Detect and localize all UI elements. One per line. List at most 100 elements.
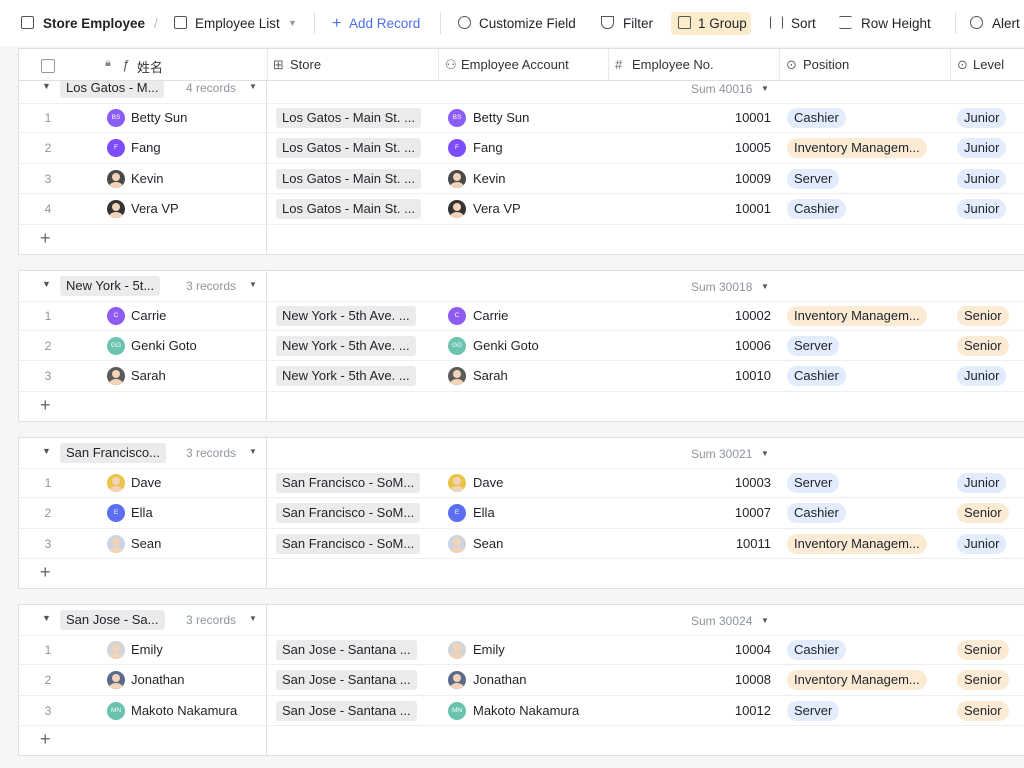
view-caret[interactable]: ▼ — [288, 18, 297, 28]
row-height-button[interactable]: Row Height — [861, 16, 931, 31]
record-row[interactable]: 3 Sarah New York - 5th Ave. ... Sarah 10010 C… — [19, 361, 1024, 392]
store-link[interactable]: San Francisco - SoM... — [276, 472, 421, 493]
avatar-face — [112, 537, 120, 546]
row-index: 4 — [44, 202, 52, 217]
record-row[interactable]: 4 Vera VP Los Gatos - Main St. ... Vera VP 1… — [19, 194, 1024, 225]
column-title[interactable]: Level — [973, 57, 1005, 72]
store-link[interactable]: New York - 5th Ave. ... — [276, 366, 416, 387]
employee-name: Emily — [131, 642, 163, 657]
collapse-caret[interactable]: ▼ — [42, 81, 51, 91]
record-row[interactable]: 2 Jonathan San Jose - Santana ... Jonathan 1… — [19, 665, 1024, 696]
add-row-button[interactable]: + — [40, 561, 51, 582]
group-sum[interactable]: Sum 30024 — [691, 614, 753, 628]
header-bottom — [19, 467, 1024, 469]
sum-caret[interactable]: ▼ — [761, 84, 769, 93]
level-tag: Junior — [957, 366, 1007, 387]
select-icon: ⊙ — [957, 57, 968, 72]
sum-caret[interactable]: ▼ — [761, 448, 769, 458]
group-sum[interactable]: Sum 30021 — [691, 446, 753, 461]
group-button[interactable]: 1 Group — [698, 16, 747, 31]
store-link[interactable]: San Jose - Santana ... — [276, 700, 417, 721]
level-tag: Junior — [957, 138, 1007, 159]
avatar — [107, 641, 125, 659]
view-name[interactable]: Employee List — [195, 16, 280, 31]
group-menu-caret[interactable]: ▼ — [249, 446, 257, 456]
store-link[interactable]: New York - 5th Ave. ... — [276, 305, 416, 326]
group-label[interactable]: San Francisco... — [60, 442, 166, 463]
employee-account: Sean — [473, 535, 504, 551]
position-tag: Inventory Managem... — [787, 305, 927, 326]
alert-button[interactable]: Alert — [992, 16, 1020, 31]
toolbar: Store Employee / Employee List ▼ + Add R… — [0, 0, 1024, 46]
avatar-body — [450, 653, 464, 659]
group-count: 4 records — [186, 81, 237, 95]
store-link[interactable]: New York - 5th Ave. ... — [276, 335, 416, 356]
record-row[interactable]: 1 C Carrie New York - 5th Ave. ... C Carrie 10… — [19, 301, 1024, 331]
group-sum[interactable]: Sum 30018 — [691, 279, 753, 294]
store-link[interactable]: San Jose - Santana ... — [276, 640, 417, 660]
group-menu-caret[interactable]: ▼ — [249, 614, 257, 623]
record-row[interactable]: 3 Sean San Francisco - SoM... Sean 10011 Inve… — [19, 529, 1024, 559]
record-row[interactable]: 1 BS Betty Sun Los Gatos - Main St. ... BS Be… — [19, 103, 1024, 134]
employee-name: Makoto Nakamura — [131, 702, 238, 718]
column-divider — [950, 49, 951, 80]
position-tag: Inventory Managem... — [787, 138, 927, 159]
employee-account: Emily — [473, 642, 505, 657]
store-link[interactable]: Los Gatos - Main St. ... — [276, 199, 421, 220]
group-button-bg[interactable] — [671, 12, 751, 35]
column-title[interactable]: 姓名 — [137, 60, 164, 75]
store-link[interactable]: San Jose - Santana ... — [276, 670, 417, 691]
sort-button[interactable]: Sort — [791, 16, 816, 31]
column-title[interactable]: Position — [803, 57, 850, 72]
avatar-face — [453, 537, 461, 546]
group-count: 3 records — [186, 445, 237, 460]
group-menu-caret[interactable]: ▼ — [249, 82, 257, 91]
column-title[interactable]: Store — [290, 57, 322, 72]
group-menu-caret[interactable]: ▼ — [249, 279, 257, 289]
record-row[interactable]: 1 Dave San Francisco - SoM... Dave 10003 Serv… — [19, 468, 1024, 499]
group-label[interactable]: Los Gatos - M... — [60, 78, 165, 98]
avatar-body — [450, 212, 464, 219]
sum-caret[interactable]: ▼ — [761, 281, 769, 291]
level-tag: Senior — [957, 700, 1009, 721]
filter-button[interactable]: Filter — [623, 16, 653, 31]
record-row[interactable]: 2 F Fang Los Gatos - Main St. ... F Fang 10005… — [19, 133, 1024, 164]
add-icon: + — [332, 15, 342, 32]
customize-field-button[interactable]: Customize Field — [479, 16, 576, 31]
base-name[interactable]: Store Employee — [43, 16, 146, 31]
record-row[interactable]: 3 Kevin Los Gatos - Main St. ... Kevin 10009… — [19, 164, 1024, 195]
collapse-caret[interactable]: ▼ — [42, 445, 51, 456]
group-label[interactable]: San Jose - Sa... — [60, 610, 165, 630]
record-row[interactable]: 2 E Ella San Francisco - SoM... E Ella 10007 Ca… — [19, 498, 1024, 529]
column-title[interactable]: Employee No. — [632, 57, 714, 72]
row-index: 2 — [44, 338, 52, 353]
select-all-checkbox[interactable] — [41, 59, 55, 73]
row-index: 2 — [44, 141, 52, 156]
store-link[interactable]: San Francisco - SoM... — [276, 533, 421, 554]
group-sum[interactable]: Sum 40016 — [691, 82, 753, 96]
add-record-button[interactable]: Add Record — [349, 16, 421, 31]
collapse-caret[interactable]: ▼ — [42, 278, 51, 289]
add-row-button[interactable]: + — [40, 227, 51, 248]
column-title[interactable]: Employee Account — [461, 57, 569, 72]
store-link[interactable]: Los Gatos - Main St. ... — [276, 138, 421, 159]
store-link[interactable]: Los Gatos - Main St. ... — [276, 168, 421, 189]
avatar — [107, 169, 125, 188]
record-row[interactable]: 2 GG Genki Goto New York - 5th Ave. ... GG Ge… — [19, 331, 1024, 362]
record-row[interactable]: 1 Emily San Jose - Santana ... Emily 10004 Ca… — [19, 635, 1024, 666]
employee-name: Sean — [131, 535, 162, 551]
employee-no: 10005 — [734, 140, 771, 156]
add-row-button[interactable]: + — [40, 729, 51, 750]
position-tag: Server — [787, 168, 840, 189]
row-index: 3 — [44, 536, 52, 551]
record-row[interactable]: 3 MN Makoto Nakamura San Jose - Santana ...… — [19, 696, 1024, 727]
collapse-caret[interactable]: ▼ — [42, 613, 51, 623]
row-index: 2 — [44, 506, 52, 521]
store-link[interactable]: Los Gatos - Main St. ... — [276, 108, 421, 128]
store-link[interactable]: San Francisco - SoM... — [276, 503, 421, 524]
number-icon: # — [615, 57, 623, 72]
group-label[interactable]: New York - 5t... — [60, 275, 161, 296]
employee-no: 10003 — [734, 474, 771, 490]
add-row-button[interactable]: + — [40, 394, 51, 415]
sum-caret[interactable]: ▼ — [761, 616, 769, 625]
